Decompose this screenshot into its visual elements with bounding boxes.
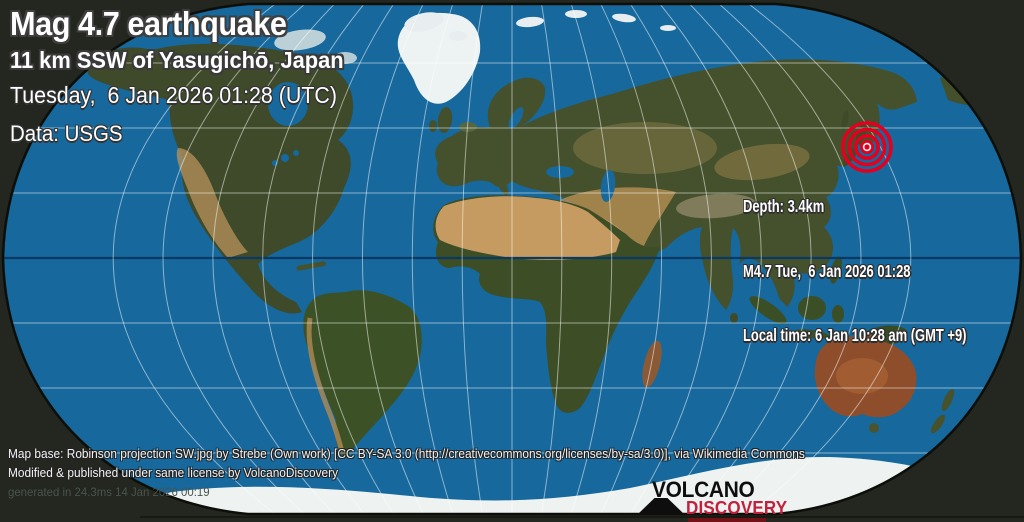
epicenter-center-dot	[864, 144, 870, 150]
logo-text-discovery: DISCOVERY	[686, 497, 788, 518]
event-depth: Depth: 3.4km	[743, 196, 825, 216]
event-datetime-utc: Tuesday, 6 Jan 2026 01:28 (UTC)	[10, 82, 337, 109]
credit-line-2: Modified & published under same license …	[8, 466, 339, 480]
bottom-divider	[140, 516, 1024, 518]
credit-line-1: Map base: Robinson projection SW.jpg by …	[8, 447, 805, 461]
event-magnitude-time: M4.7 Tue, 6 Jan 2026 01:28	[743, 260, 911, 281]
data-source: Data: USGS	[10, 121, 123, 147]
event-info-box: Depth: 3.4km M4.7 Tue, 6 Jan 2026 01:28 …	[743, 153, 966, 390]
logo-text-volcano: VOLCANO	[652, 477, 755, 502]
volcanodiscovery-logo: VOLCANO DISCOVERY	[636, 475, 826, 521]
earthquake-epicenter-marker	[841, 121, 893, 173]
event-location: 11 km SSW of Yasugichō, Japan	[10, 47, 344, 74]
graticule	[3, 4, 1021, 514]
header: Mag 4.7 earthquake 11 km SSW of Yasugich…	[10, 5, 344, 147]
epicenter-ring-inner	[853, 134, 880, 161]
event-local-time: Local time: 6 Jan 10:28 am (GMT +9)	[743, 325, 967, 345]
continents	[87, 10, 1016, 514]
logo-underline-bar	[688, 518, 766, 522]
generated-timestamp: generated in 24.3ms 14 Jan 2026 00:19	[8, 485, 210, 499]
page-title: Mag 4.7 earthquake	[10, 5, 287, 42]
epicenter-ring-middle	[847, 127, 887, 167]
epicenter-ring-outer	[841, 121, 893, 173]
map-credits: Map base: Robinson projection SW.jpg by …	[8, 445, 805, 502]
